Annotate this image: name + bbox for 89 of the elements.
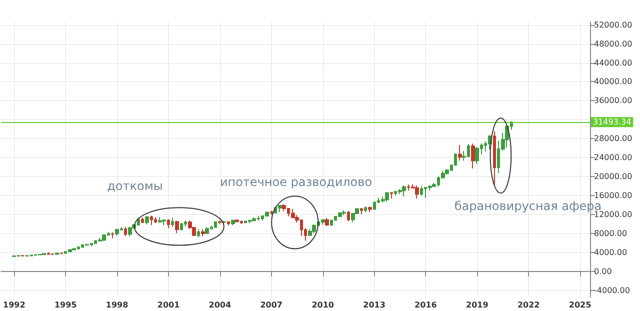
candlestick <box>231 219 235 226</box>
x-tick-label: 2007 <box>260 300 282 310</box>
y-tick-label: 24000.00 <box>594 153 632 162</box>
candlestick <box>115 228 119 236</box>
x-tick-label: 1998 <box>106 300 129 310</box>
candlestick <box>227 221 230 226</box>
y-tick-label: 48000.00 <box>594 39 632 48</box>
candlestick <box>321 218 325 226</box>
candlestick <box>197 228 200 238</box>
x-tick-label: 2025 <box>568 300 592 310</box>
candlestick <box>162 218 166 226</box>
candlestick <box>68 249 72 252</box>
candlestick <box>471 143 475 169</box>
candlestick <box>252 217 256 222</box>
ref-line-label: 31493.34 <box>593 118 632 127</box>
candlestick <box>175 220 179 234</box>
candlestick <box>475 146 479 165</box>
x-tick-label: 2022 <box>517 300 540 310</box>
candlestick <box>158 216 162 224</box>
x-tick-label: 2013 <box>363 300 386 310</box>
candlestick <box>214 221 217 228</box>
y-tick-label: 44000.00 <box>594 58 632 68</box>
candlestick <box>248 218 252 224</box>
candlestick <box>291 208 295 218</box>
y-tick-label: 28000.00 <box>594 134 632 144</box>
candlestick <box>55 252 59 255</box>
candlestick <box>154 216 157 224</box>
candlestick <box>308 228 312 236</box>
candlestick <box>373 202 376 210</box>
candlestick <box>270 210 273 216</box>
candlestick <box>218 220 222 224</box>
candlestick <box>102 234 106 242</box>
x-tick-label: 2001 <box>157 300 180 310</box>
candlestick <box>171 217 174 228</box>
y-tick-label: 8000.00 <box>594 228 628 238</box>
candlestick <box>184 220 187 227</box>
candlestick <box>493 130 496 186</box>
candlestick <box>235 218 239 223</box>
candlestick <box>47 252 50 255</box>
x-tick-label: 1995 <box>54 300 78 310</box>
y-tick-label: 20000.00 <box>594 172 632 182</box>
candlestick <box>205 226 209 234</box>
candlestick <box>141 217 144 224</box>
y-tick-label: 0.00 <box>594 266 612 276</box>
y-tick-label: 40000.00 <box>594 77 632 86</box>
candlestick <box>368 206 372 213</box>
annotation: доткомы <box>107 179 163 193</box>
candlestick <box>360 208 363 215</box>
candlestick <box>98 237 102 242</box>
x-tick-label: 1992 <box>3 300 26 310</box>
annotation: ипотечное разводилово <box>220 175 372 189</box>
candlestick <box>351 212 355 223</box>
y-tick-label: 36000.00 <box>594 96 632 106</box>
y-tick-label: 4000.00 <box>594 248 628 257</box>
candlestick <box>338 212 342 218</box>
candlestick <box>364 206 367 213</box>
y-tick-label: -4000.00 <box>594 286 630 295</box>
candlestick <box>180 222 183 232</box>
candlestick <box>128 226 132 237</box>
candlestick <box>201 228 205 237</box>
y-tick-label: 52000.00 <box>594 20 632 30</box>
x-tick-label: 2016 <box>414 300 438 310</box>
candlestick <box>398 188 402 194</box>
candlestick <box>145 216 149 225</box>
x-tick-label: 2010 <box>312 300 334 310</box>
candlestick <box>381 196 385 203</box>
candlestick <box>150 215 153 226</box>
candlestick <box>458 144 462 162</box>
candlestick <box>445 168 449 176</box>
candlestick <box>278 204 282 213</box>
candlestick <box>325 218 329 226</box>
candlestick <box>312 224 316 234</box>
candlestick <box>330 220 333 226</box>
candlestick <box>420 186 423 196</box>
candlestick <box>85 243 89 246</box>
candlestick <box>124 226 127 236</box>
x-tick-label: 2019 <box>466 300 489 310</box>
candlestick <box>111 232 114 239</box>
candlestick <box>342 210 346 216</box>
y-tick-label: 16000.00 <box>594 191 632 200</box>
candlestick <box>265 211 269 217</box>
y-tick-label: 12000.00 <box>594 210 632 219</box>
x-tick-label: 2004 <box>208 300 232 310</box>
candlestick <box>385 192 389 202</box>
candlestick <box>415 184 419 200</box>
candlestick <box>402 185 406 197</box>
candlestick <box>390 192 393 200</box>
candlestick <box>167 218 170 229</box>
candlestick <box>347 210 350 222</box>
